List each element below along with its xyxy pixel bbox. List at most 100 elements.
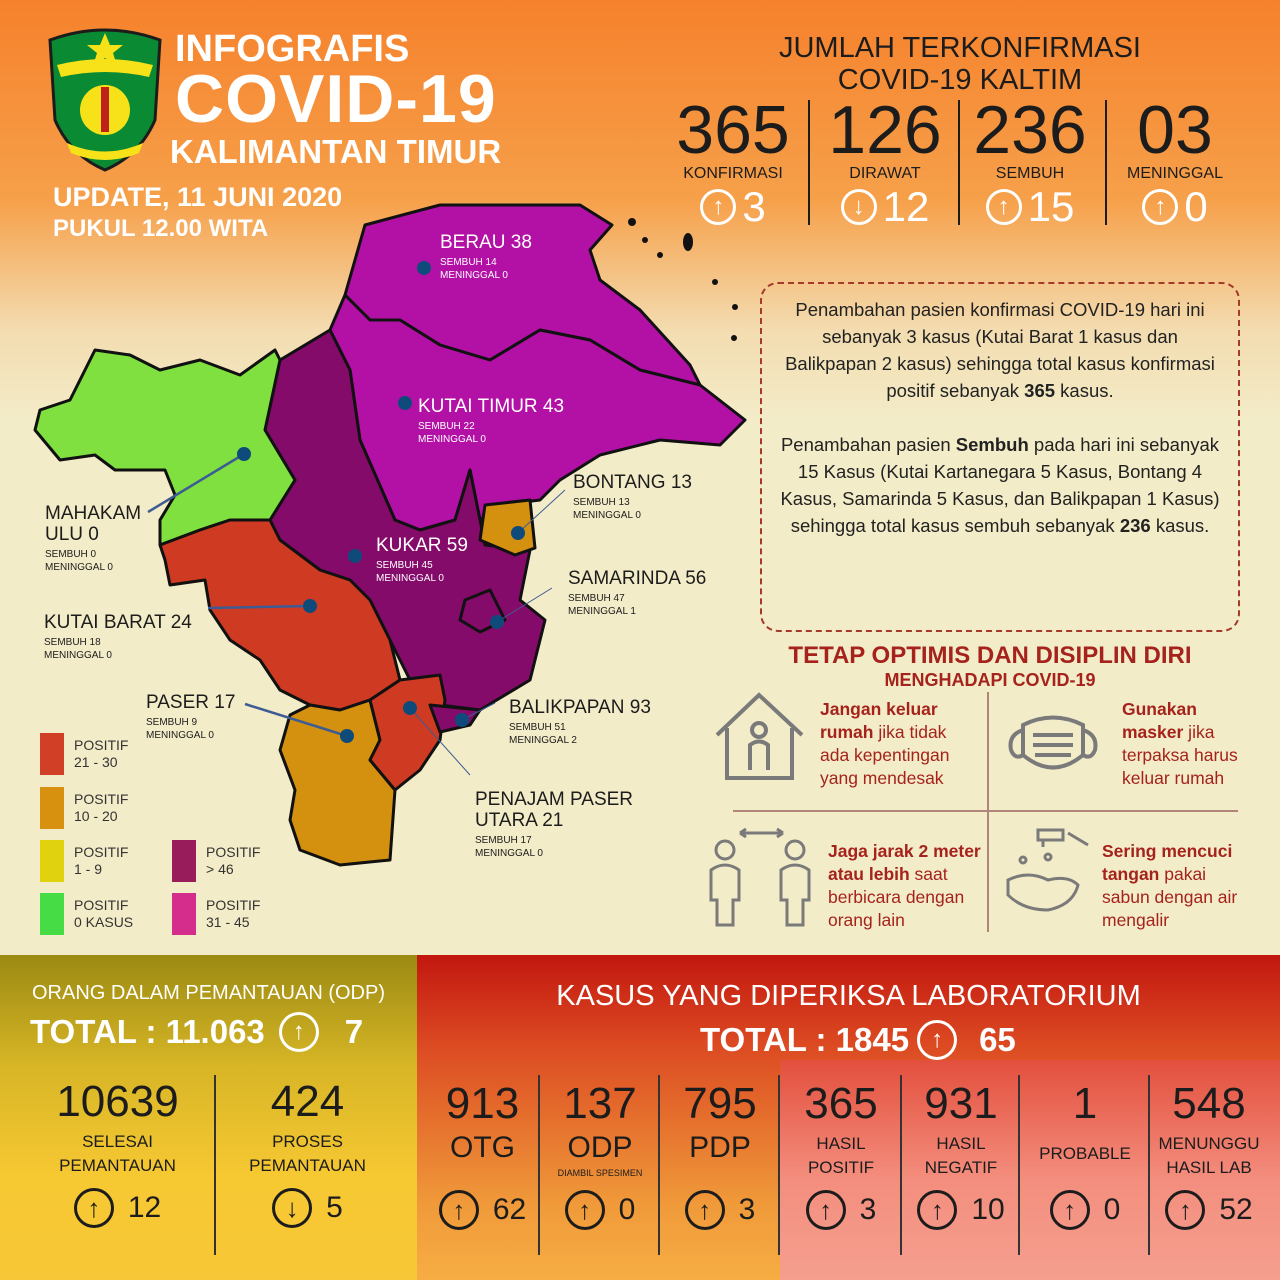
marker-balikpapan (455, 713, 469, 727)
odp-col: 10639 SELESAI PEMANTAUAN ↑ 12 (20, 1078, 215, 1228)
region-positive: 56 (685, 568, 707, 589)
stat-value: 126 (828, 92, 942, 168)
tip-bold: Gunakan masker (1122, 699, 1197, 742)
region-positive: 13 (670, 472, 692, 493)
region-title: BERAU 38 (440, 232, 532, 253)
col-label: MENUNGGU HASIL LAB (1150, 1128, 1268, 1186)
arrow-up-icon: ↑ (1165, 1190, 1206, 1230)
map-label-berau: BERAU 38 SEMBUH 14 MENINGGAL 0 (440, 232, 532, 282)
region-name: MAHAKAM ULU (45, 503, 142, 545)
odp-total: TOTAL : 11.063 ↑ 7 (30, 1012, 363, 1052)
col-change: ↑ 3 (660, 1190, 780, 1230)
update-time: PUKUL 12.00 WITA (53, 215, 269, 242)
arrow-up-icon: ↑ (564, 1190, 605, 1230)
lab-total-value: TOTAL : 1845 (700, 1021, 910, 1058)
legend-text: POSITIF > 46 (206, 844, 260, 878)
marker-kutai-barat (303, 599, 317, 613)
stat-value: 236 (973, 92, 1087, 168)
tip-4: Sering mencuci tangan pakai sabun dengan… (1102, 840, 1252, 932)
lab-col: 365 HASIL POSITIF ↑ 3 (780, 1080, 902, 1230)
region-recovered: SEMBUH 18 (44, 637, 101, 648)
stat-value: 365 (676, 92, 790, 168)
region-positive: 0 (88, 524, 99, 545)
title-region: KALIMANTAN TIMUR (170, 133, 502, 170)
legend-item: POSITIF 10 - 20 (40, 787, 128, 829)
region-positive: 17 (214, 692, 236, 713)
col-label-line: PROBABLE (1039, 1144, 1131, 1163)
col-value: 10639 (56, 1077, 179, 1126)
region-deaths: MENINGGAL 2 (509, 735, 577, 746)
region-deaths: MENINGGAL 0 (475, 848, 543, 859)
legend-item: POSITIF 1 - 9 (40, 840, 128, 882)
map-label-kutai-barat: KUTAI BARAT 24 SEMBUH 18 MENINGGAL 0 (44, 612, 192, 662)
arrow-down-icon: ↓ (272, 1188, 313, 1228)
arrow-up-icon: ↑ (805, 1190, 846, 1230)
col-change-value: 3 (859, 1193, 877, 1226)
col-label-line: SELESAI (82, 1132, 153, 1151)
stat-dirawat: 126 DIRAWAT ↓ 12 (815, 95, 955, 231)
legend-range: 1 - 9 (74, 861, 103, 877)
tip-text: pakai sabun dengan air mengalir (1102, 864, 1238, 930)
legend-text: POSITIF 1 - 9 (74, 844, 128, 878)
col-label-line: OTG (450, 1131, 515, 1164)
legend-item: POSITIF 31 - 45 (172, 893, 260, 935)
col-value: 931 (924, 1079, 998, 1128)
odp-total-value: TOTAL : 11.063 (30, 1013, 265, 1050)
region-title: SAMARINDA 56 (568, 568, 706, 589)
tip-bold: Sering mencuci tangan (1102, 841, 1233, 884)
arrow-up-icon: ↑ (917, 1190, 958, 1230)
col-label: HASIL POSITIF (780, 1128, 902, 1186)
region-bontang (478, 498, 537, 557)
col-change: ↑ 12 (20, 1188, 215, 1228)
marker-bontang (511, 526, 525, 540)
legend-label: POSITIF (74, 897, 129, 913)
stat-value: 03 (1137, 92, 1213, 168)
lab-results-panel (780, 1060, 1280, 1280)
arrow-up-icon: ↑ (73, 1188, 114, 1228)
region-deaths: MENINGGAL 1 (568, 606, 636, 617)
stat-change: ↑ 3 (663, 183, 803, 231)
tip-1: Jangan keluar rumah jika tidak ada kepen… (820, 698, 960, 790)
stat-divider (958, 100, 960, 225)
legend-swatch (172, 840, 196, 882)
legend-item: POSITIF 0 KASUS (40, 893, 133, 935)
arrow-up-icon: ↑ (684, 1190, 725, 1230)
region-positive: 24 (170, 612, 192, 633)
tip-text: jika terpaksa harus keluar rumah (1122, 722, 1238, 788)
col-change: ↑ 0 (1020, 1190, 1150, 1230)
region-title: KUTAI TIMUR 43 (418, 396, 564, 417)
stat-divider (1105, 100, 1107, 225)
update-date: UPDATE, 11 JUNI 2020 (53, 182, 343, 212)
col-divider (1018, 1075, 1020, 1255)
lab-col: 913 OTG ↑ 62 (425, 1080, 540, 1230)
map-label-mahakam-ulu: MAHAKAM ULU 0 SEMBUH 0 MENINGGAL 0 (45, 503, 155, 574)
marker-paser (340, 729, 354, 743)
region-title: KUTAI BARAT 24 (44, 612, 192, 633)
stat-label: KONFIRMASI (683, 165, 783, 182)
region-deaths: MENINGGAL 0 (146, 730, 214, 741)
region-name: BONTANG (573, 472, 666, 493)
info-confirmed: Penambahan pasien konfirmasi COVID-19 ha… (785, 299, 1215, 401)
region-title: PASER 17 (146, 692, 235, 713)
col-change: ↓ 5 (210, 1188, 405, 1228)
region-recovered: SEMBUH 22 (418, 421, 475, 432)
tip-3: Jaga jarak 2 meter atau lebih saat berbi… (828, 840, 983, 932)
col-value: 548 (1172, 1079, 1246, 1128)
lab-col: 795 PDP ↑ 3 (660, 1080, 780, 1230)
region-name: KUTAI BARAT (44, 612, 166, 633)
col-value: 365 (804, 1079, 878, 1128)
lab-title: KASUS YANG DIPERIKSA LABORATORIUM (556, 980, 1141, 1012)
legend-swatch (40, 733, 64, 775)
col-label: ODP DIAMBIL SPESIMEN (540, 1128, 660, 1186)
stat-label: MENINGGAL (1126, 165, 1223, 182)
region-name: KUKAR (376, 535, 442, 556)
col-label-line: PDP (689, 1131, 751, 1164)
stat-change: ↑ 15 (960, 183, 1100, 231)
region-title: MAHAKAM ULU 0 (45, 503, 155, 545)
legend-range: 10 - 20 (74, 808, 118, 824)
legend-range: > 46 (206, 861, 234, 877)
legend-range: 31 - 45 (206, 914, 250, 930)
region-deaths: MENINGGAL 0 (45, 562, 113, 573)
region-paser (278, 698, 397, 867)
stat-label: DIRAWAT (849, 165, 921, 182)
